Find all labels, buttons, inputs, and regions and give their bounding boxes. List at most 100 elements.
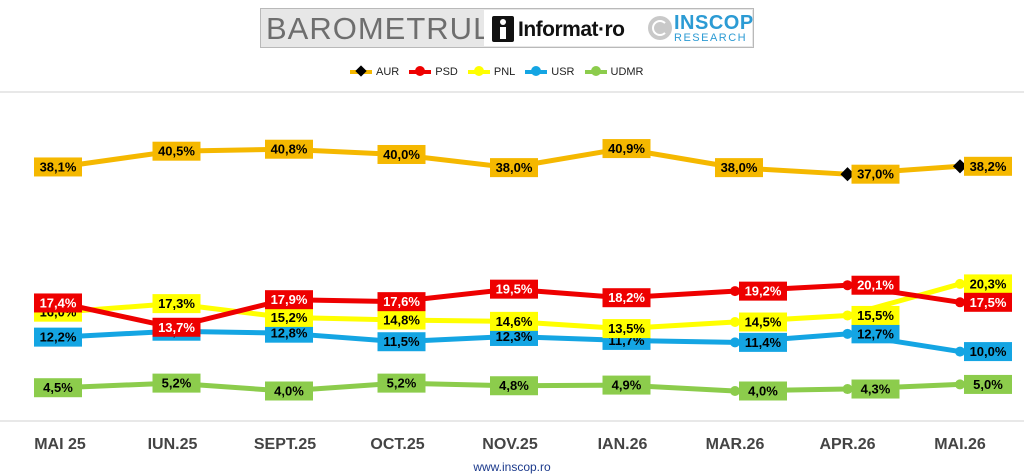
x-tick-label: APR.26 — [819, 436, 875, 453]
inscop-logo-subtext: RESEARCH — [674, 32, 748, 44]
data-label-box — [490, 158, 538, 178]
legend-label: AUR — [376, 66, 400, 78]
legend-swatch — [525, 66, 548, 76]
data-label: 14,6% — [496, 314, 533, 329]
legend-marker — [473, 66, 484, 76]
data-label-box — [851, 379, 900, 399]
data-label: 17,6% — [383, 294, 420, 309]
data-label-box — [265, 381, 313, 401]
data-label-box — [152, 294, 201, 314]
data-point-usr — [842, 328, 853, 339]
x-tick-label: IAN.26 — [598, 436, 648, 453]
data-label: 5,2% — [387, 376, 417, 391]
data-point-udmr — [955, 379, 965, 390]
inscop-logo-text: INSCOP — [674, 12, 754, 34]
legend-label: USR — [551, 66, 575, 78]
informat-logo-text: Informat·ro — [518, 18, 625, 41]
data-label-box — [490, 279, 538, 299]
data-label-box — [739, 381, 787, 401]
data-point-udmr — [842, 384, 853, 395]
data-point-udmr — [730, 386, 740, 396]
data-label-box — [715, 158, 763, 178]
data-label: 10,0% — [970, 344, 1007, 359]
data-label-box — [851, 275, 900, 295]
data-label: 20,3% — [970, 276, 1007, 291]
brand-title: BAROMETRUL — [266, 11, 492, 46]
data-point-psd — [842, 280, 853, 291]
data-label: 19,5% — [496, 282, 533, 297]
data-label: 5,2% — [162, 376, 192, 391]
data-label: 17,4% — [40, 295, 77, 310]
x-tick-label: MAR.26 — [706, 436, 765, 453]
data-label-box — [602, 139, 651, 159]
chart-legend: AUR PSD PNL USR UDMR — [350, 64, 654, 80]
data-label-box — [851, 324, 900, 344]
data-label-box — [377, 332, 426, 352]
legend-item-psd: PSD — [409, 66, 458, 78]
data-label: 20,1% — [857, 278, 894, 293]
data-label: 37,0% — [857, 167, 894, 182]
data-label-box — [152, 373, 201, 393]
data-label-box — [490, 311, 538, 331]
data-label: 17,9% — [271, 292, 308, 307]
legend-label: PSD — [435, 66, 458, 78]
legend-label: UDMR — [610, 66, 644, 78]
data-label-box — [739, 312, 787, 332]
data-label: 13,5% — [608, 321, 645, 336]
data-label: 4,9% — [612, 378, 642, 393]
data-point-pnl — [842, 310, 853, 321]
data-label: 17,5% — [970, 295, 1007, 310]
data-label: 15,5% — [857, 308, 894, 323]
data-label: 14,5% — [745, 315, 782, 330]
data-label: 11,4% — [745, 335, 782, 350]
legend-item-udmr: UDMR — [584, 66, 644, 78]
x-tick-label: MAI 25 — [34, 436, 86, 453]
data-label: 17,3% — [158, 296, 195, 311]
data-label: 12,3% — [496, 329, 533, 344]
data-label: 40,5% — [158, 144, 195, 159]
data-label-box — [739, 332, 787, 352]
data-label-box — [152, 141, 201, 161]
footer-url: www.inscop.ro — [473, 460, 551, 474]
legend-item-usr: USR — [525, 66, 575, 78]
data-label: 19,2% — [745, 284, 782, 299]
data-point-aur — [952, 159, 968, 174]
data-label-box — [851, 164, 900, 184]
data-label: 38,1% — [40, 159, 77, 174]
informat-logo-icon — [492, 16, 514, 42]
x-tick-label: SEPT.25 — [254, 436, 316, 453]
data-label: 4,0% — [748, 384, 778, 399]
x-tick-label: NOV.25 — [482, 436, 538, 453]
data-label-box — [602, 375, 651, 395]
legend-swatch — [584, 66, 607, 76]
data-label: 13,7% — [158, 320, 195, 335]
partner-logos — [484, 10, 752, 46]
data-label-box — [964, 156, 1012, 176]
data-label: 40,9% — [608, 141, 645, 156]
data-label-box — [377, 144, 426, 164]
data-label: 4,3% — [861, 382, 891, 397]
data-label: 4,5% — [43, 380, 73, 395]
data-label: 11,5% — [383, 334, 420, 349]
data-label-box — [490, 326, 538, 346]
x-tick-label: OCT.25 — [370, 436, 424, 453]
legend-item-aur: AUR — [350, 65, 400, 78]
data-label-box — [851, 305, 900, 325]
data-point-pnl — [955, 278, 965, 289]
data-label: 4,0% — [274, 384, 304, 399]
data-label-box — [490, 376, 538, 396]
data-label: 12,2% — [40, 330, 77, 345]
data-label-box — [377, 310, 426, 330]
data-label: 4,8% — [499, 378, 529, 393]
data-label: 18,2% — [608, 290, 645, 305]
data-point-aur — [840, 167, 855, 182]
data-label-box — [377, 373, 426, 393]
data-label-box — [602, 288, 651, 308]
data-point-usr — [730, 337, 740, 348]
x-tick-label: MAI.26 — [934, 436, 986, 453]
data-label-box — [265, 290, 313, 310]
data-label-box — [265, 307, 313, 327]
data-label-box — [152, 317, 201, 337]
data-label: 12,7% — [857, 326, 894, 341]
